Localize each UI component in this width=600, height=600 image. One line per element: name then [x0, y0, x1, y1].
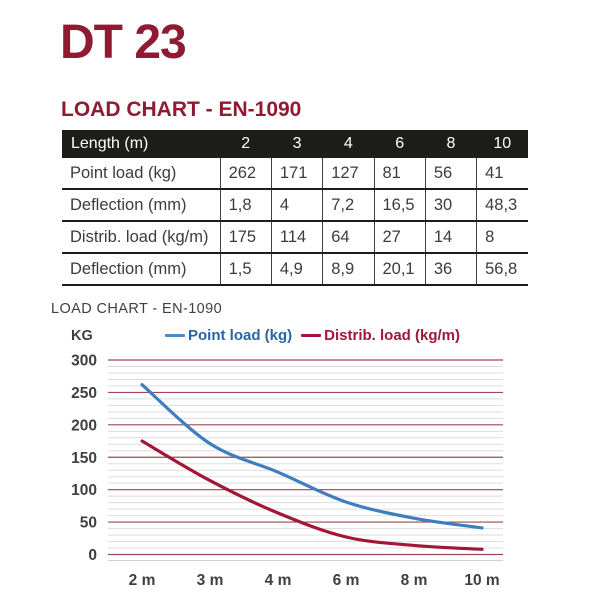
page-title: DT 23	[60, 16, 187, 69]
series-line-distrib-load-kg-m	[140, 439, 484, 551]
y-tick-label: 50	[80, 515, 97, 532]
x-tick-label: 2 m	[129, 572, 156, 589]
column-header-cell: 2	[220, 130, 272, 158]
column-header-cell: 4	[322, 130, 374, 158]
load-table: Length (m) 2 3 4 6 8 10 Point load (kg) …	[62, 130, 528, 286]
line-swatch-icon	[301, 333, 322, 337]
value-cell: 8	[476, 221, 528, 254]
value-cell: 262	[219, 158, 272, 190]
x-tick-label: 4 m	[265, 572, 292, 589]
y-tick-label: 0	[88, 547, 97, 564]
length-header-cell: Length (m)	[62, 130, 221, 158]
y-axis-unit-label: KG	[71, 328, 93, 344]
column-header-cell: 6	[374, 130, 426, 158]
chart-legend: Point load (kg) Distrib. load (kg/m)	[165, 326, 460, 344]
column-header-cell: 8	[425, 130, 477, 158]
table-row-deflection-distrib: Deflection (mm) 1,5 4,9 8,9 20,1 36 56,8	[62, 253, 528, 286]
value-cell: 64	[322, 221, 374, 254]
row-label-cell: Deflection (mm)	[62, 189, 221, 222]
value-cell: 1,8	[219, 189, 272, 222]
series-line-point-load-kg	[140, 383, 484, 530]
value-cell: 36	[424, 253, 477, 286]
legend-item-point-load: Point load (kg)	[165, 328, 292, 343]
x-tick-label: 6 m	[333, 572, 360, 589]
y-tick-label: 300	[71, 353, 97, 370]
y-tick-label: 250	[71, 385, 97, 402]
value-cell: 56,8	[476, 253, 528, 286]
legend-label: Distrib. load (kg/m)	[324, 326, 461, 344]
value-cell: 16,5	[373, 189, 426, 222]
legend-item-distrib-load: Distrib. load (kg/m)	[301, 328, 460, 343]
value-cell: 114	[270, 221, 323, 254]
value-cell: 41	[476, 158, 528, 190]
value-cell: 127	[322, 158, 374, 190]
load-chart-plot: 0 50 100 150 200 250 300 2 m 3 m 4 m 6 m 8 m 10 m	[71, 353, 503, 589]
x-tick-label: 3 m	[197, 572, 224, 589]
legend-label: Point load (kg)	[188, 326, 293, 344]
table-row-point-load: Point load (kg) 262 171 127 81 56 41	[62, 158, 528, 190]
value-cell: 20,1	[373, 253, 426, 286]
value-cell: 7,2	[322, 189, 374, 222]
value-cell: 4	[270, 189, 323, 222]
value-cell: 175	[219, 221, 272, 254]
value-cell: 27	[373, 221, 426, 254]
value-cell: 56	[424, 158, 477, 190]
column-header-cell: 3	[271, 130, 323, 158]
value-cell: 48,3	[476, 189, 528, 222]
chart-title: LOAD CHART - EN-1090	[51, 301, 223, 317]
value-cell: 8,9	[322, 253, 374, 286]
y-tick-label: 200	[71, 417, 97, 434]
value-cell: 81	[373, 158, 426, 190]
x-tick-label: 8 m	[401, 572, 428, 589]
row-label-cell: Deflection (mm)	[62, 253, 221, 286]
value-cell: 30	[424, 189, 477, 222]
table-row-distrib-load: Distrib. load (kg/m) 175 114 64 27 14 8	[62, 221, 528, 254]
section-heading: LOAD CHART - EN-1090	[61, 98, 302, 121]
value-cell: 14	[424, 221, 477, 254]
y-tick-label: 100	[71, 482, 97, 499]
table-row-deflection-point: Deflection (mm) 1,8 4 7,2 16,5 30 48,3	[62, 189, 528, 222]
y-tick-label: 150	[71, 450, 97, 467]
table-header-row: Length (m) 2 3 4 6 8 10	[62, 130, 528, 158]
value-cell: 171	[270, 158, 323, 190]
column-header-cell: 10	[476, 130, 528, 158]
value-cell: 1,5	[219, 253, 272, 286]
row-label-cell: Distrib. load (kg/m)	[62, 221, 221, 254]
line-swatch-icon	[165, 333, 185, 337]
value-cell: 4,9	[270, 253, 323, 286]
x-tick-label: 10 m	[464, 572, 499, 589]
row-label-cell: Point load (kg)	[62, 158, 221, 190]
